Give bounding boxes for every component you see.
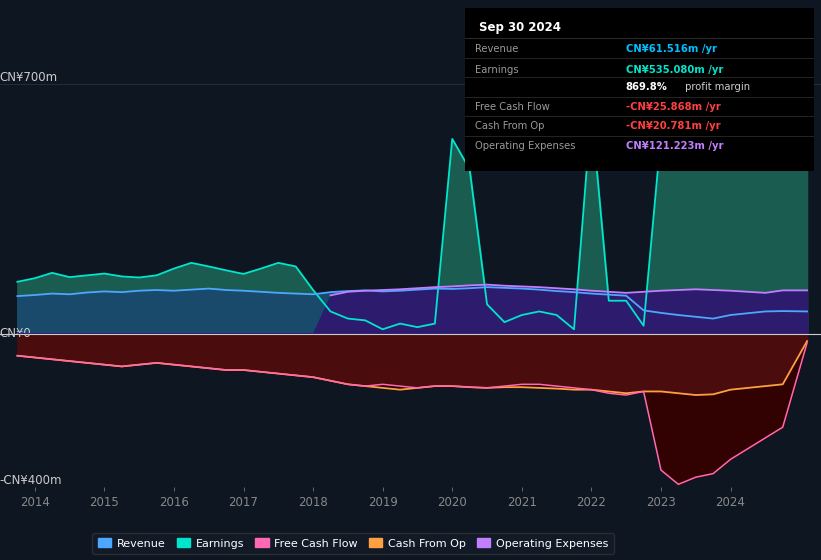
Text: -CN¥400m: -CN¥400m (0, 474, 62, 487)
Legend: Revenue, Earnings, Free Cash Flow, Cash From Op, Operating Expenses: Revenue, Earnings, Free Cash Flow, Cash … (93, 533, 613, 554)
Text: Operating Expenses: Operating Expenses (475, 141, 576, 151)
Text: -CN¥20.781m /yr: -CN¥20.781m /yr (626, 122, 720, 131)
Text: Sep 30 2024: Sep 30 2024 (479, 21, 561, 34)
Text: CN¥121.223m /yr: CN¥121.223m /yr (626, 141, 723, 151)
Text: 869.8%: 869.8% (626, 82, 667, 92)
Text: CN¥0: CN¥0 (0, 327, 31, 340)
Text: -CN¥25.868m /yr: -CN¥25.868m /yr (626, 102, 720, 112)
Text: Cash From Op: Cash From Op (475, 122, 544, 131)
Text: Free Cash Flow: Free Cash Flow (475, 102, 550, 112)
Text: profit margin: profit margin (681, 82, 750, 92)
Text: Earnings: Earnings (475, 66, 519, 75)
Text: CN¥535.080m /yr: CN¥535.080m /yr (626, 66, 723, 75)
Text: Revenue: Revenue (475, 44, 519, 54)
Text: CN¥700m: CN¥700m (0, 71, 57, 83)
Text: CN¥61.516m /yr: CN¥61.516m /yr (626, 44, 717, 54)
